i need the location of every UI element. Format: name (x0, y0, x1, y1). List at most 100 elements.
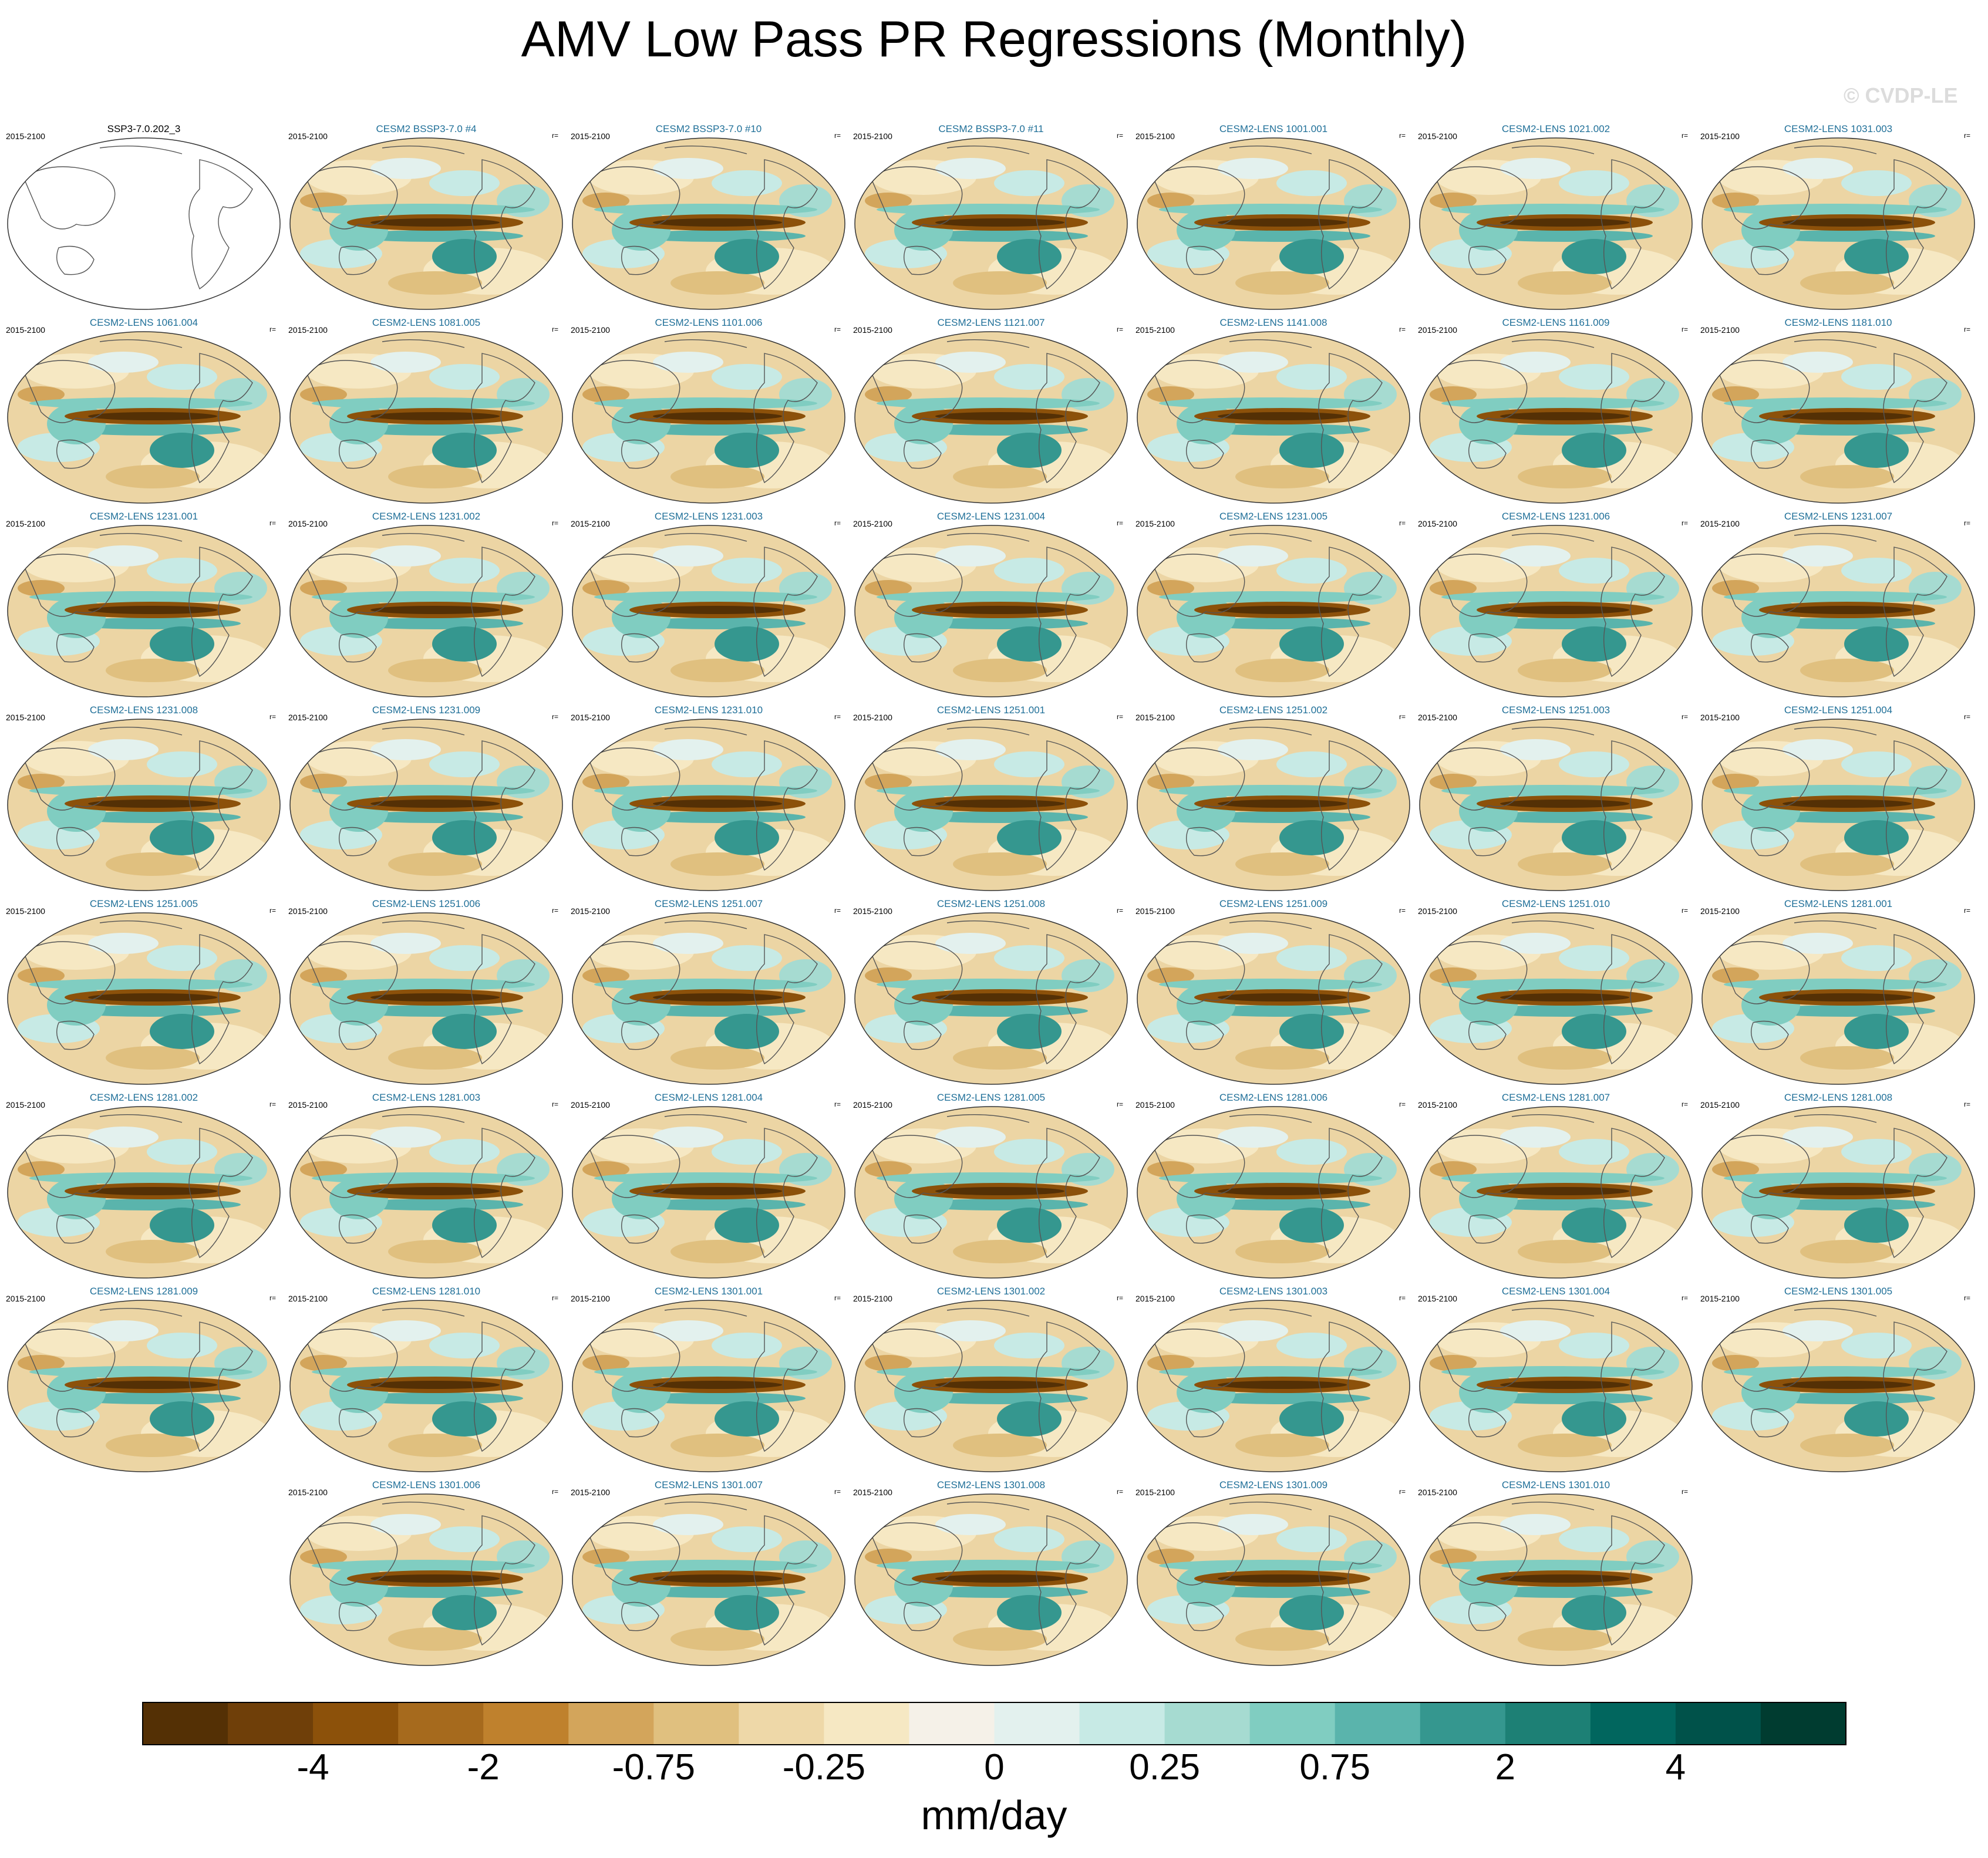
map-panel: CESM2-LENS 1251.004 2015-2100 r= (1700, 704, 1976, 892)
panel-correlation: r= (1116, 1488, 1123, 1496)
panel-years: 2015-2100 (1135, 713, 1175, 722)
panel-years: 2015-2100 (1418, 325, 1457, 335)
panel-title: CESM2-LENS 1231.006 (1501, 511, 1610, 522)
panel-title: CESM2-LENS 1141.008 (1219, 317, 1327, 328)
colorbar-tick-label: -0.75 (612, 1747, 695, 1788)
panel-title: CESM2-LENS 1251.008 (936, 898, 1046, 909)
map-panel: CESM2-LENS 1061.004 2015-2100 r= (6, 317, 282, 505)
panel-title: CESM2-LENS 1231.009 (372, 704, 481, 716)
panel-correlation: r= (551, 519, 558, 527)
map-panel: CESM2-LENS 1161.009 2015-2100 r= (1418, 317, 1694, 505)
panel-years: 2015-2100 (853, 1488, 892, 1497)
panel-correlation: r= (1399, 131, 1406, 140)
colorbar-swatch (1675, 1702, 1761, 1745)
colorbar-swatch (228, 1702, 314, 1745)
panel-years: 2015-2100 (1135, 325, 1175, 335)
map-globe (289, 912, 563, 1085)
colorbar-swatch (313, 1702, 399, 1745)
panel-years: 2015-2100 (1418, 519, 1457, 528)
panel-correlation: r= (551, 1488, 558, 1496)
panel-years: 2015-2100 (1418, 1488, 1457, 1497)
panel-title: CESM2-LENS 1301.009 (1219, 1479, 1328, 1491)
panel-title: CESM2-LENS 1231.005 (1219, 511, 1328, 522)
panel-years: 2015-2100 (853, 713, 892, 722)
panel-correlation: r= (1963, 131, 1970, 140)
panel-correlation: r= (1399, 519, 1406, 527)
map-panel: CESM2-LENS 1251.001 2015-2100 r= (853, 704, 1129, 892)
panel-years: 2015-2100 (1700, 1100, 1740, 1110)
map-globe (1419, 719, 1693, 891)
panel-correlation: r= (1399, 1100, 1406, 1108)
colorbar-swatch (739, 1702, 824, 1745)
panel-title: CESM2-LENS 1281.007 (1501, 1092, 1610, 1103)
map-globe (1419, 1493, 1693, 1666)
panel-title: CESM2-LENS 1281.005 (936, 1092, 1046, 1103)
colorbar-swatch (398, 1702, 484, 1745)
map-panel: CESM2 BSSP3-7.0 #4 2015-2100 r= (288, 123, 564, 311)
panel-correlation: r= (1399, 1488, 1406, 1496)
map-globe (1137, 331, 1410, 504)
map-panel: CESM2-LENS 1281.006 2015-2100 r= (1135, 1092, 1411, 1280)
panel-title: CESM2 BSSP3-7.0 #10 (655, 123, 762, 134)
map-panel: CESM2-LENS 1121.007 2015-2100 r= (853, 317, 1129, 505)
colorbar-tick-label: 0 (984, 1747, 1005, 1788)
map-globe (7, 1106, 281, 1279)
map-globe (7, 912, 281, 1085)
panel-years: 2015-2100 (1418, 906, 1457, 916)
panel-correlation: r= (1116, 131, 1123, 140)
panel-title: CESM2-LENS 1231.004 (936, 511, 1046, 522)
panel-title: CESM2-LENS 1231.003 (654, 511, 763, 522)
panel-title: CESM2-LENS 1181.010 (1784, 317, 1892, 328)
colorbar-swatch (1249, 1702, 1336, 1745)
panel-title: CESM2-LENS 1251.010 (1501, 898, 1610, 909)
panel-years: 2015-2100 (1418, 131, 1457, 141)
watermark: © CVDP-LE (1844, 83, 1958, 107)
panel-title: CESM2-LENS 1281.008 (1784, 1092, 1893, 1103)
panel-title: CESM2-LENS 1231.010 (654, 704, 763, 716)
panel-correlation: r= (1399, 325, 1406, 333)
panel-correlation: r= (269, 1294, 276, 1302)
map-globe (1701, 912, 1975, 1085)
panel-years: 2015-2100 (571, 1488, 610, 1497)
panel-correlation: r= (1116, 519, 1123, 527)
panel-correlation: r= (1681, 325, 1688, 333)
map-globe (1419, 525, 1693, 697)
panel-correlation: r= (551, 325, 558, 333)
map-panel: CESM2-LENS 1251.008 2015-2100 r= (853, 898, 1129, 1086)
panel-title: CESM2-LENS 1031.003 (1784, 123, 1893, 134)
panel-correlation: r= (551, 1100, 558, 1108)
panel-title: CESM2-LENS 1251.003 (1501, 704, 1610, 716)
panel-correlation: r= (834, 906, 841, 915)
map-panel: CESM2-LENS 1281.005 2015-2100 r= (853, 1092, 1129, 1280)
colorbar-tick-label: 2 (1495, 1747, 1516, 1788)
panel-years: 2015-2100 (1135, 1294, 1175, 1303)
panel-years: 2015-2100 (1135, 519, 1175, 528)
panel-title: CESM2-LENS 1061.004 (89, 317, 198, 328)
map-globe (572, 525, 845, 697)
map-globe (1137, 912, 1410, 1085)
colorbar-swatch (994, 1702, 1080, 1745)
map-panel: CESM2-LENS 1031.003 2015-2100 r= (1700, 123, 1976, 311)
panel-title: SSP3-7.0.202_3 (107, 123, 181, 134)
map-panel: CESM2-LENS 1231.007 2015-2100 r= (1700, 511, 1976, 699)
panel-title: CESM2-LENS 1251.001 (936, 704, 1046, 716)
figure-title: AMV Low Pass PR Regressions (Monthly) (521, 11, 1467, 68)
map-panel: CESM2-LENS 1081.005 2015-2100 r= (288, 317, 564, 505)
panel-correlation: r= (551, 906, 558, 915)
map-globe (572, 1493, 845, 1666)
panel-correlation: r= (1681, 1488, 1688, 1496)
map-panel: CESM2-LENS 1251.007 2015-2100 r= (571, 898, 847, 1086)
panel-title: CESM2-LENS 1001.001 (1219, 123, 1328, 134)
map-panel: CESM2-LENS 1231.010 2015-2100 r= (571, 704, 847, 892)
panel-years: 2015-2100 (1700, 713, 1740, 722)
map-globe (1137, 1106, 1410, 1279)
colorbar-tick-label: 4 (1665, 1747, 1686, 1788)
panel-correlation: r= (1963, 519, 1970, 527)
panel-years: 2015-2100 (288, 713, 328, 722)
map-globe (7, 525, 281, 697)
colorbar-swatch (1079, 1702, 1165, 1745)
colorbar-swatch (1420, 1702, 1506, 1745)
map-globe (1701, 331, 1975, 504)
map-panel: CESM2-LENS 1281.009 2015-2100 r= (6, 1286, 282, 1473)
panel-correlation: r= (1681, 131, 1688, 140)
